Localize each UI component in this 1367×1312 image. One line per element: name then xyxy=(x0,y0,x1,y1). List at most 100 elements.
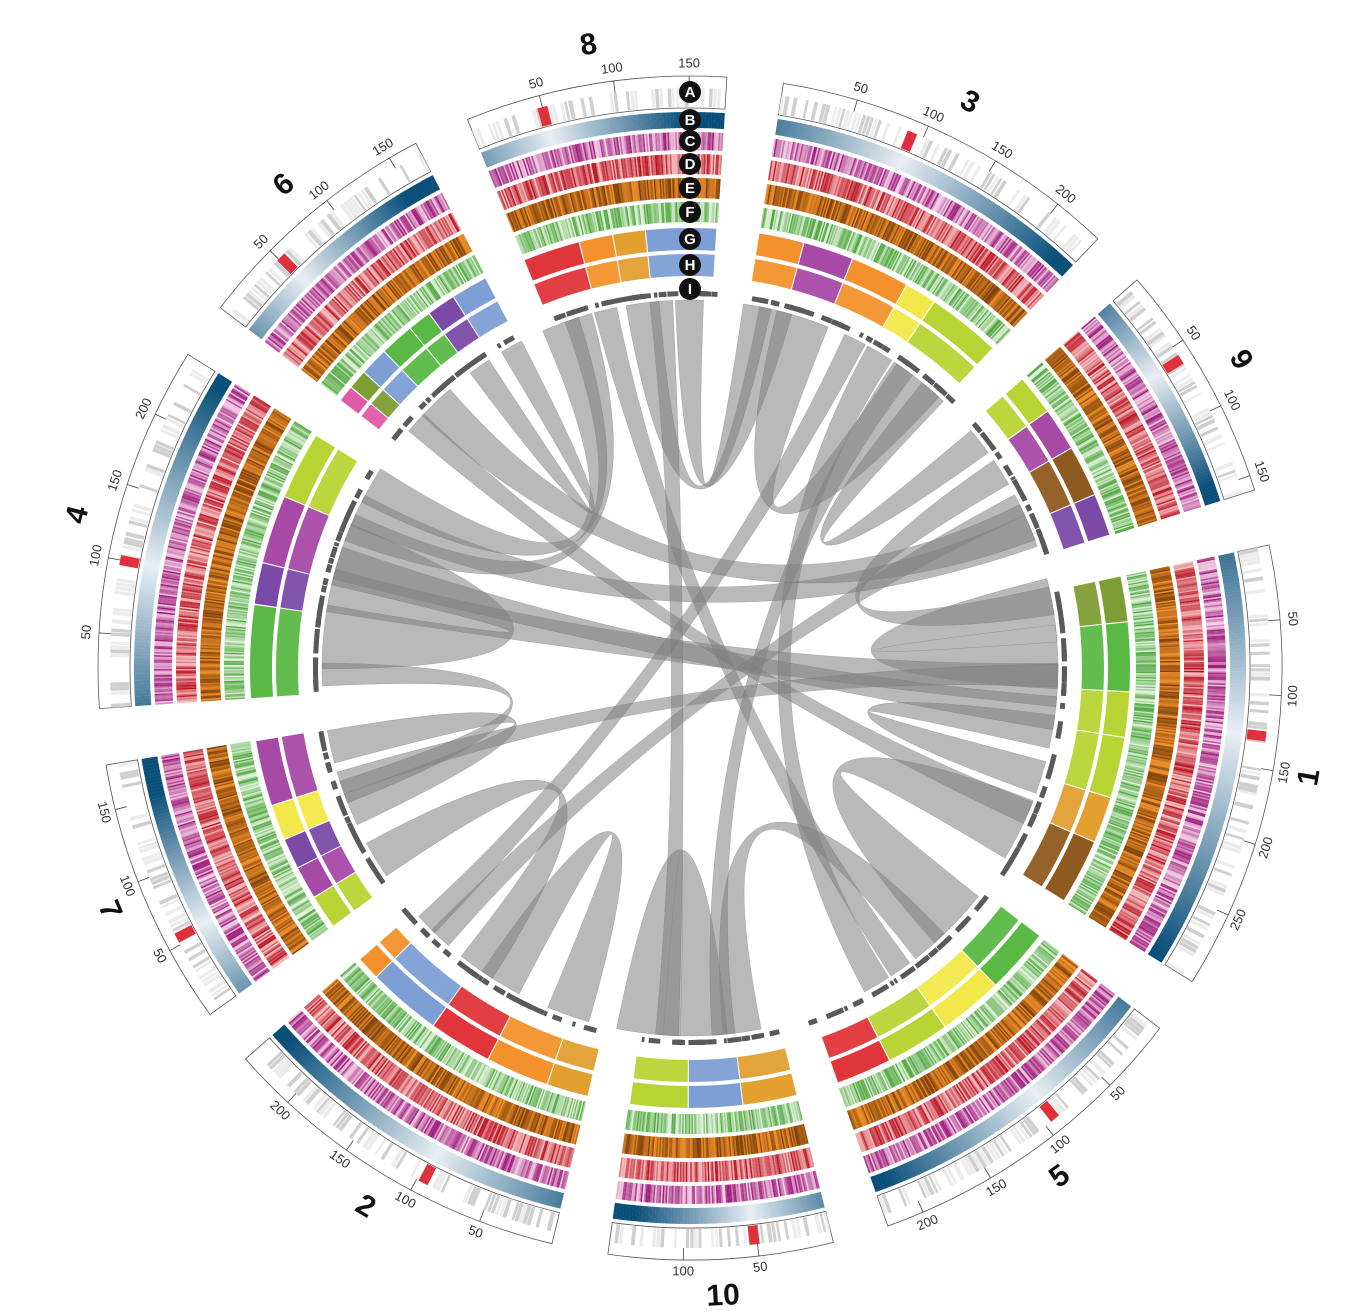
heatmap-c xyxy=(1184,819,1203,827)
heatmap-d xyxy=(1182,627,1203,631)
heatmap-f xyxy=(1135,686,1156,689)
heatmap-e xyxy=(1158,629,1179,633)
heatmap-e xyxy=(1158,632,1179,636)
heatmap-d xyxy=(1174,760,1195,767)
heatmap-f xyxy=(1128,749,1149,755)
heatmap-f xyxy=(1134,708,1155,712)
heatmap-e xyxy=(1156,609,1177,614)
heatmap-f xyxy=(1123,772,1144,779)
heatmap-e xyxy=(1156,612,1178,617)
heatmap-d xyxy=(1183,685,1204,688)
heatmap-c xyxy=(1207,692,1226,695)
heatmap-f xyxy=(1134,631,1155,635)
heatmap-e xyxy=(1149,765,1170,772)
heatmap-f xyxy=(1082,878,1101,890)
heatmap-c xyxy=(1204,722,1224,726)
density-track-b xyxy=(1208,816,1225,825)
heatmap-c xyxy=(1197,561,1216,567)
heatmap-c xyxy=(683,1185,686,1204)
heatmap-e xyxy=(1157,715,1178,720)
density-track-b xyxy=(1228,622,1245,628)
heatmap-d xyxy=(1174,565,1194,571)
heatmap-e xyxy=(1157,718,1178,723)
heatmap-f xyxy=(1078,886,1097,898)
density-track-b xyxy=(1229,651,1246,656)
heatmap-d xyxy=(1178,739,1199,745)
heatmap-e xyxy=(1159,658,1180,660)
density-track-b xyxy=(1168,915,1184,927)
heatmap-f xyxy=(1130,596,1151,601)
heatmap-c xyxy=(1155,893,1173,903)
heatmap-d xyxy=(1183,672,1204,675)
heatmap-e xyxy=(1139,802,1160,810)
heatmap-d xyxy=(1171,776,1192,783)
density-track-b xyxy=(1220,767,1237,775)
heatmap-f xyxy=(1080,881,1099,893)
heatmap-f xyxy=(1133,710,1154,715)
heatmap-c xyxy=(1202,744,1221,749)
heatmap-d xyxy=(1183,666,1204,669)
heatmap-f xyxy=(1097,846,1117,857)
heatmap-e xyxy=(1145,781,1166,788)
heatmap-c xyxy=(1156,892,1174,902)
heatmap-d xyxy=(1182,632,1203,636)
heatmap-d xyxy=(1178,589,1199,594)
heatmap-c xyxy=(1179,836,1197,844)
heatmap-e xyxy=(1152,749,1173,755)
heatmap-c xyxy=(1205,619,1224,623)
heatmap-e xyxy=(1159,656,1180,659)
heatmap-e xyxy=(1155,604,1176,609)
heatmap-e xyxy=(1128,836,1148,845)
heatmap-f xyxy=(1086,871,1105,882)
heatmap-e xyxy=(1148,769,1169,776)
heatmap-c xyxy=(1198,765,1217,771)
heatmap-f xyxy=(1085,873,1104,885)
heatmap-d xyxy=(1181,612,1202,617)
heatmap-c xyxy=(1203,732,1222,737)
density-track-b xyxy=(1220,561,1237,569)
heatmap-d xyxy=(1177,746,1198,752)
heatmap-e xyxy=(1155,732,1176,737)
heatmap-e xyxy=(1137,810,1157,819)
heatmap-e xyxy=(1158,708,1179,713)
track-i-mark xyxy=(352,833,362,845)
track-i-mark xyxy=(1057,607,1063,614)
heatmap-d xyxy=(1178,594,1200,600)
heatmap-f xyxy=(1123,769,1144,776)
heatmap-e xyxy=(1133,822,1153,831)
heatmap-f xyxy=(1103,833,1123,843)
heatmap-f xyxy=(1120,782,1141,789)
heatmap-e xyxy=(1156,722,1177,727)
heatmap-e xyxy=(1099,896,1118,909)
heatmap-c xyxy=(1195,778,1214,785)
heatmap-e xyxy=(1147,775,1168,782)
heatmap-c xyxy=(1206,711,1225,715)
density-track-b xyxy=(134,654,151,659)
heatmap-c xyxy=(1153,897,1171,908)
heatmap-f xyxy=(1127,579,1148,585)
heatmap-e xyxy=(1114,867,1134,878)
heatmap-d xyxy=(1169,784,1190,791)
heatmap-d xyxy=(1183,659,1204,661)
heatmap-f xyxy=(1105,828,1125,838)
heatmap-c xyxy=(1206,710,1225,714)
heatmap-d xyxy=(1183,651,1204,654)
density-track-b xyxy=(1204,828,1221,837)
heatmap-d xyxy=(1177,745,1198,750)
heatmap-c xyxy=(1199,568,1218,574)
heatmap-c xyxy=(1199,759,1218,765)
heatmap-c xyxy=(1196,774,1215,780)
synteny-block-h xyxy=(1073,581,1102,627)
heatmap-e xyxy=(1151,753,1172,759)
heatmap-e xyxy=(1157,714,1178,718)
heatmap-d xyxy=(1183,689,1204,692)
density-track-b xyxy=(1156,937,1172,949)
heatmap-e xyxy=(1157,717,1178,721)
heatmap-d xyxy=(1151,843,1171,853)
heatmap-c xyxy=(1207,636,1226,640)
heatmap-f xyxy=(1096,850,1116,861)
heatmap-f xyxy=(1135,658,1156,661)
heatmap-d xyxy=(1181,617,1202,621)
heatmap-d xyxy=(1181,620,1202,624)
heatmap-f xyxy=(1091,859,1111,870)
